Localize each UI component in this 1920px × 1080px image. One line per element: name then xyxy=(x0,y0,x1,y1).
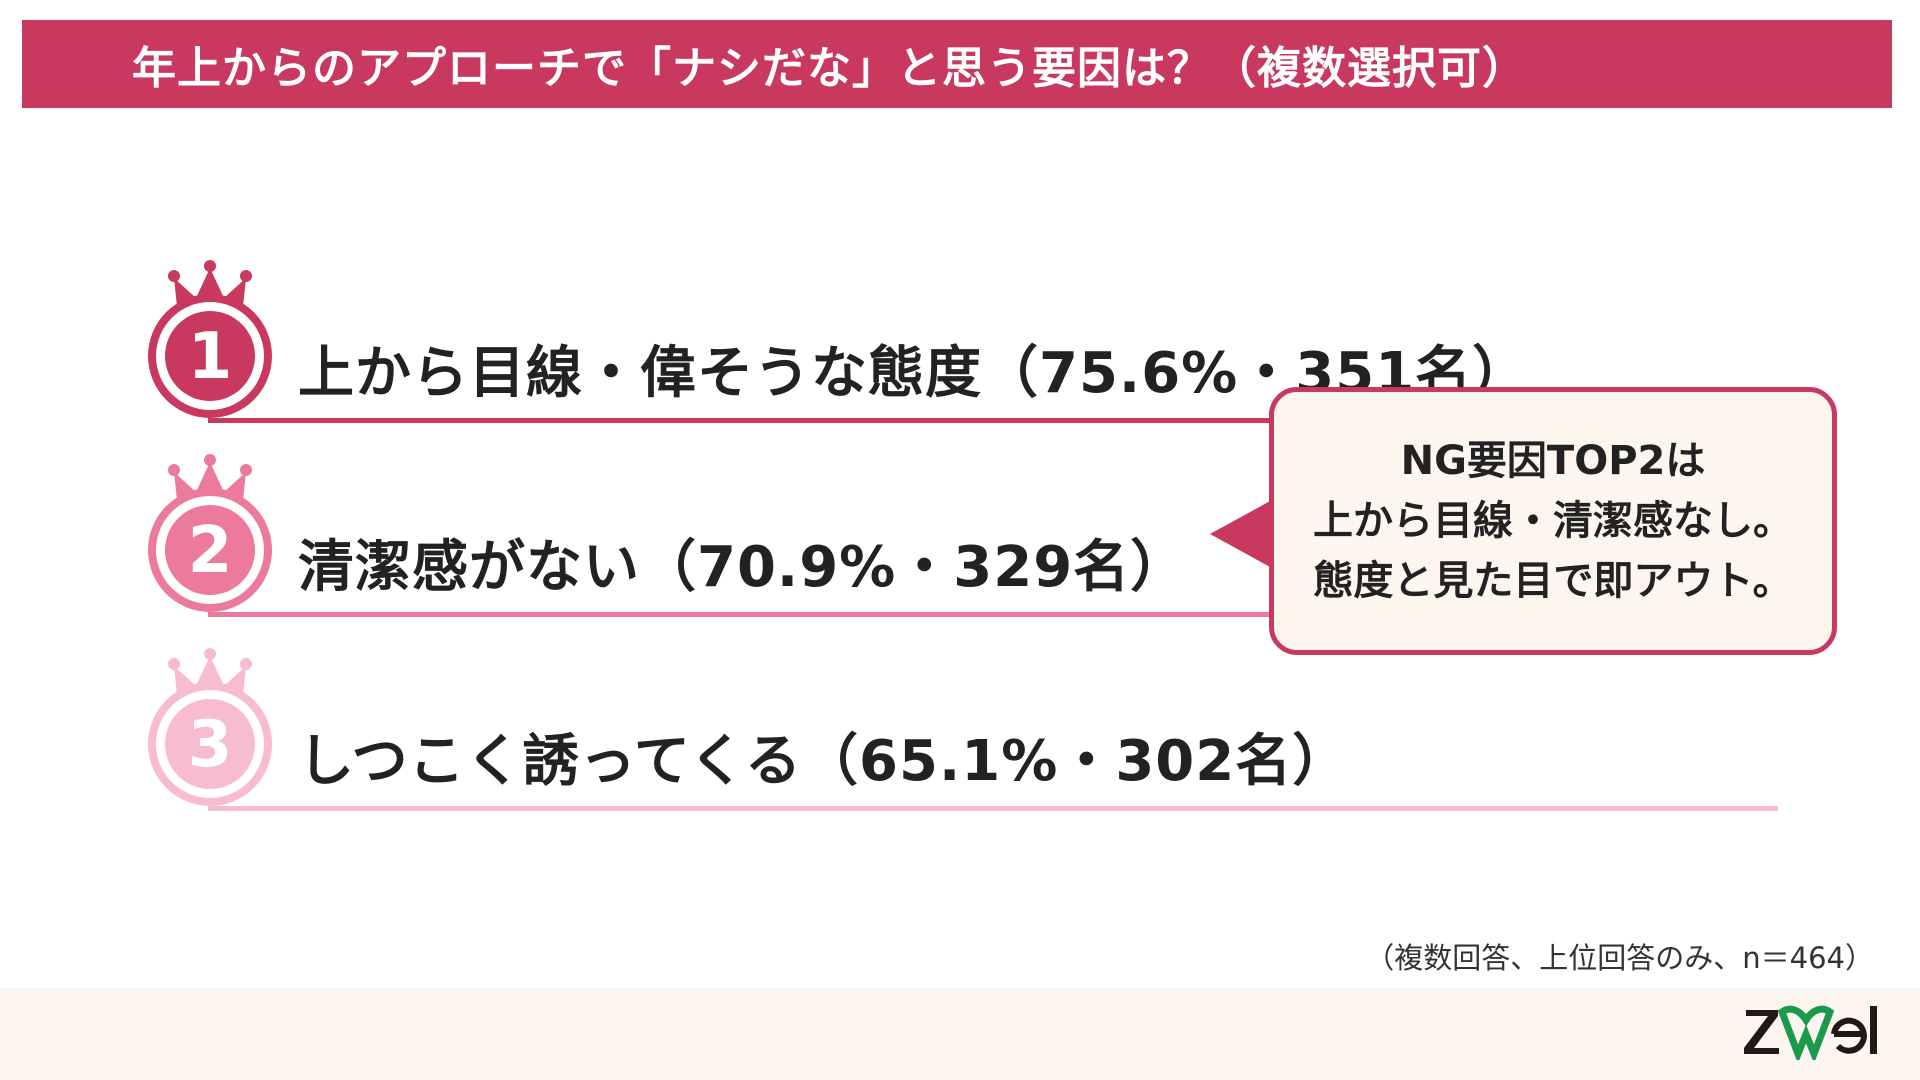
crown-rank-badge-icon: 1 xyxy=(148,260,272,418)
callout-line: 態度と見た目で即アウト。 xyxy=(1313,558,1793,604)
survey-note: （複数回答、上位回答のみ、n＝464） xyxy=(1365,941,1874,975)
ranking-label: しつこく誘ってくる（65.1%・302名） xyxy=(298,729,1350,794)
crown-rank-badge-icon: 3 xyxy=(148,648,272,806)
callout-line: 上から目線・清潔感なし。 xyxy=(1313,498,1793,544)
ranking-item-2: 2 清潔感がない（70.9%・329名） xyxy=(140,452,1740,622)
ranking-item-1: 1 上から目線・偉そうな態度（75.6%・351名） xyxy=(140,258,1740,428)
callout-line: NG要因TOP2は xyxy=(1400,438,1706,484)
title-banner: 年上からのアプローチで「ナシだな」と思う要因は？（複数選択可） xyxy=(22,20,1892,108)
underline xyxy=(208,806,1778,811)
callout-pointer xyxy=(1210,500,1272,568)
callout-box: NG要因TOP2は 上から目線・清潔感なし。 態度と見た目で即アウト。 xyxy=(1269,387,1837,655)
ranking-label: 清潔感がない（70.9%・329名） xyxy=(298,535,1188,600)
zwei-logo xyxy=(1742,1004,1882,1064)
rank-number: 2 xyxy=(188,514,233,588)
footer-band xyxy=(0,988,1920,1080)
page-title: 年上からのアプローチで「ナシだな」と思う要因は？（複数選択可） xyxy=(132,43,1527,94)
underline xyxy=(208,418,1348,423)
rank-number: 3 xyxy=(188,708,233,782)
crown-rank-badge-icon: 2 xyxy=(148,454,272,612)
ranking-item-3: 3 しつこく誘ってくる（65.1%・302名） xyxy=(140,646,1778,816)
underline xyxy=(208,612,1348,617)
rank-number: 1 xyxy=(188,320,233,394)
